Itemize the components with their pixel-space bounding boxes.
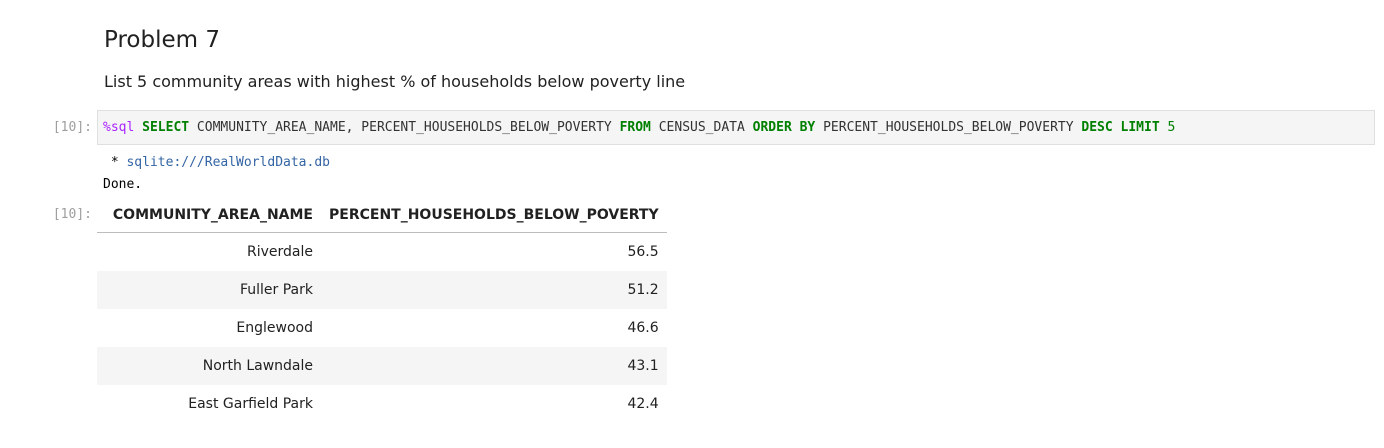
table-row: Fuller Park 51.2 [97, 271, 667, 309]
connection-string: sqlite:///RealWorldData.db [126, 155, 330, 170]
table-row: East Garfield Park 42.4 [97, 385, 667, 423]
code-input-cell[interactable]: %sql SELECT COMMUNITY_AREA_NAME, PERCENT… [97, 110, 1375, 145]
community-area-name-cell: Fuller Park [97, 271, 321, 309]
table-row: Englewood 46.6 [97, 309, 667, 347]
community-area-name-cell: Riverdale [247, 244, 313, 260]
code-token-magic: %sql [103, 120, 135, 135]
table-row: North Lawndale 43.1 [97, 347, 667, 385]
poverty-percent-cell: 42.4 [627, 396, 659, 412]
code-token-plain [134, 120, 142, 135]
code-token-plain: PERCENT_HOUSEHOLDS_BELOW_POVERTY [815, 120, 1082, 135]
problem-heading: Problem 7 [104, 27, 220, 53]
community-area-name-cell: East Garfield Park [188, 396, 313, 412]
table-header-row: COMMUNITY_AREA_NAME PERCENT_HOUSEHOLDS_B… [97, 198, 667, 233]
code-token-kw: DESC LIMIT [1081, 120, 1160, 135]
poverty-percent-cell: 43.1 [321, 347, 667, 385]
poverty-percent-cell: 56.5 [627, 244, 659, 260]
connection-prefix: * [103, 155, 127, 170]
code-token-kw: SELECT [142, 120, 190, 135]
code-token-plain: COMMUNITY_AREA_NAME, PERCENT_HOUSEHOLDS_… [189, 120, 620, 135]
column-header-community-area-name: COMMUNITY_AREA_NAME [97, 198, 321, 233]
code-token-plain: CENSUS_DATA [650, 120, 753, 135]
table-row: Riverdale 56.5 [97, 233, 667, 272]
poverty-percent-cell: 51.2 [321, 271, 667, 309]
output-prompt: [10]: [52, 207, 92, 222]
code-token-kw: FROM [619, 120, 651, 135]
poverty-percent-cell: 46.6 [627, 320, 659, 336]
column-header-percent-households-below-poverty: PERCENT_HOUSEHOLDS_BELOW_POVERTY [321, 198, 667, 233]
community-area-name-cell: Englewood [236, 320, 313, 336]
community-area-name-cell: North Lawndale [97, 347, 321, 385]
stream-output: * sqlite:///RealWorldData.db Done. [103, 152, 330, 196]
input-prompt: [10]: [52, 120, 92, 135]
code-token-num: 5 [1167, 120, 1176, 135]
status-text: Done. [103, 177, 143, 192]
result-table: COMMUNITY_AREA_NAME PERCENT_HOUSEHOLDS_B… [97, 198, 667, 423]
code-token-kw: ORDER BY [752, 120, 816, 135]
problem-description: List 5 community areas with highest % of… [104, 72, 686, 91]
